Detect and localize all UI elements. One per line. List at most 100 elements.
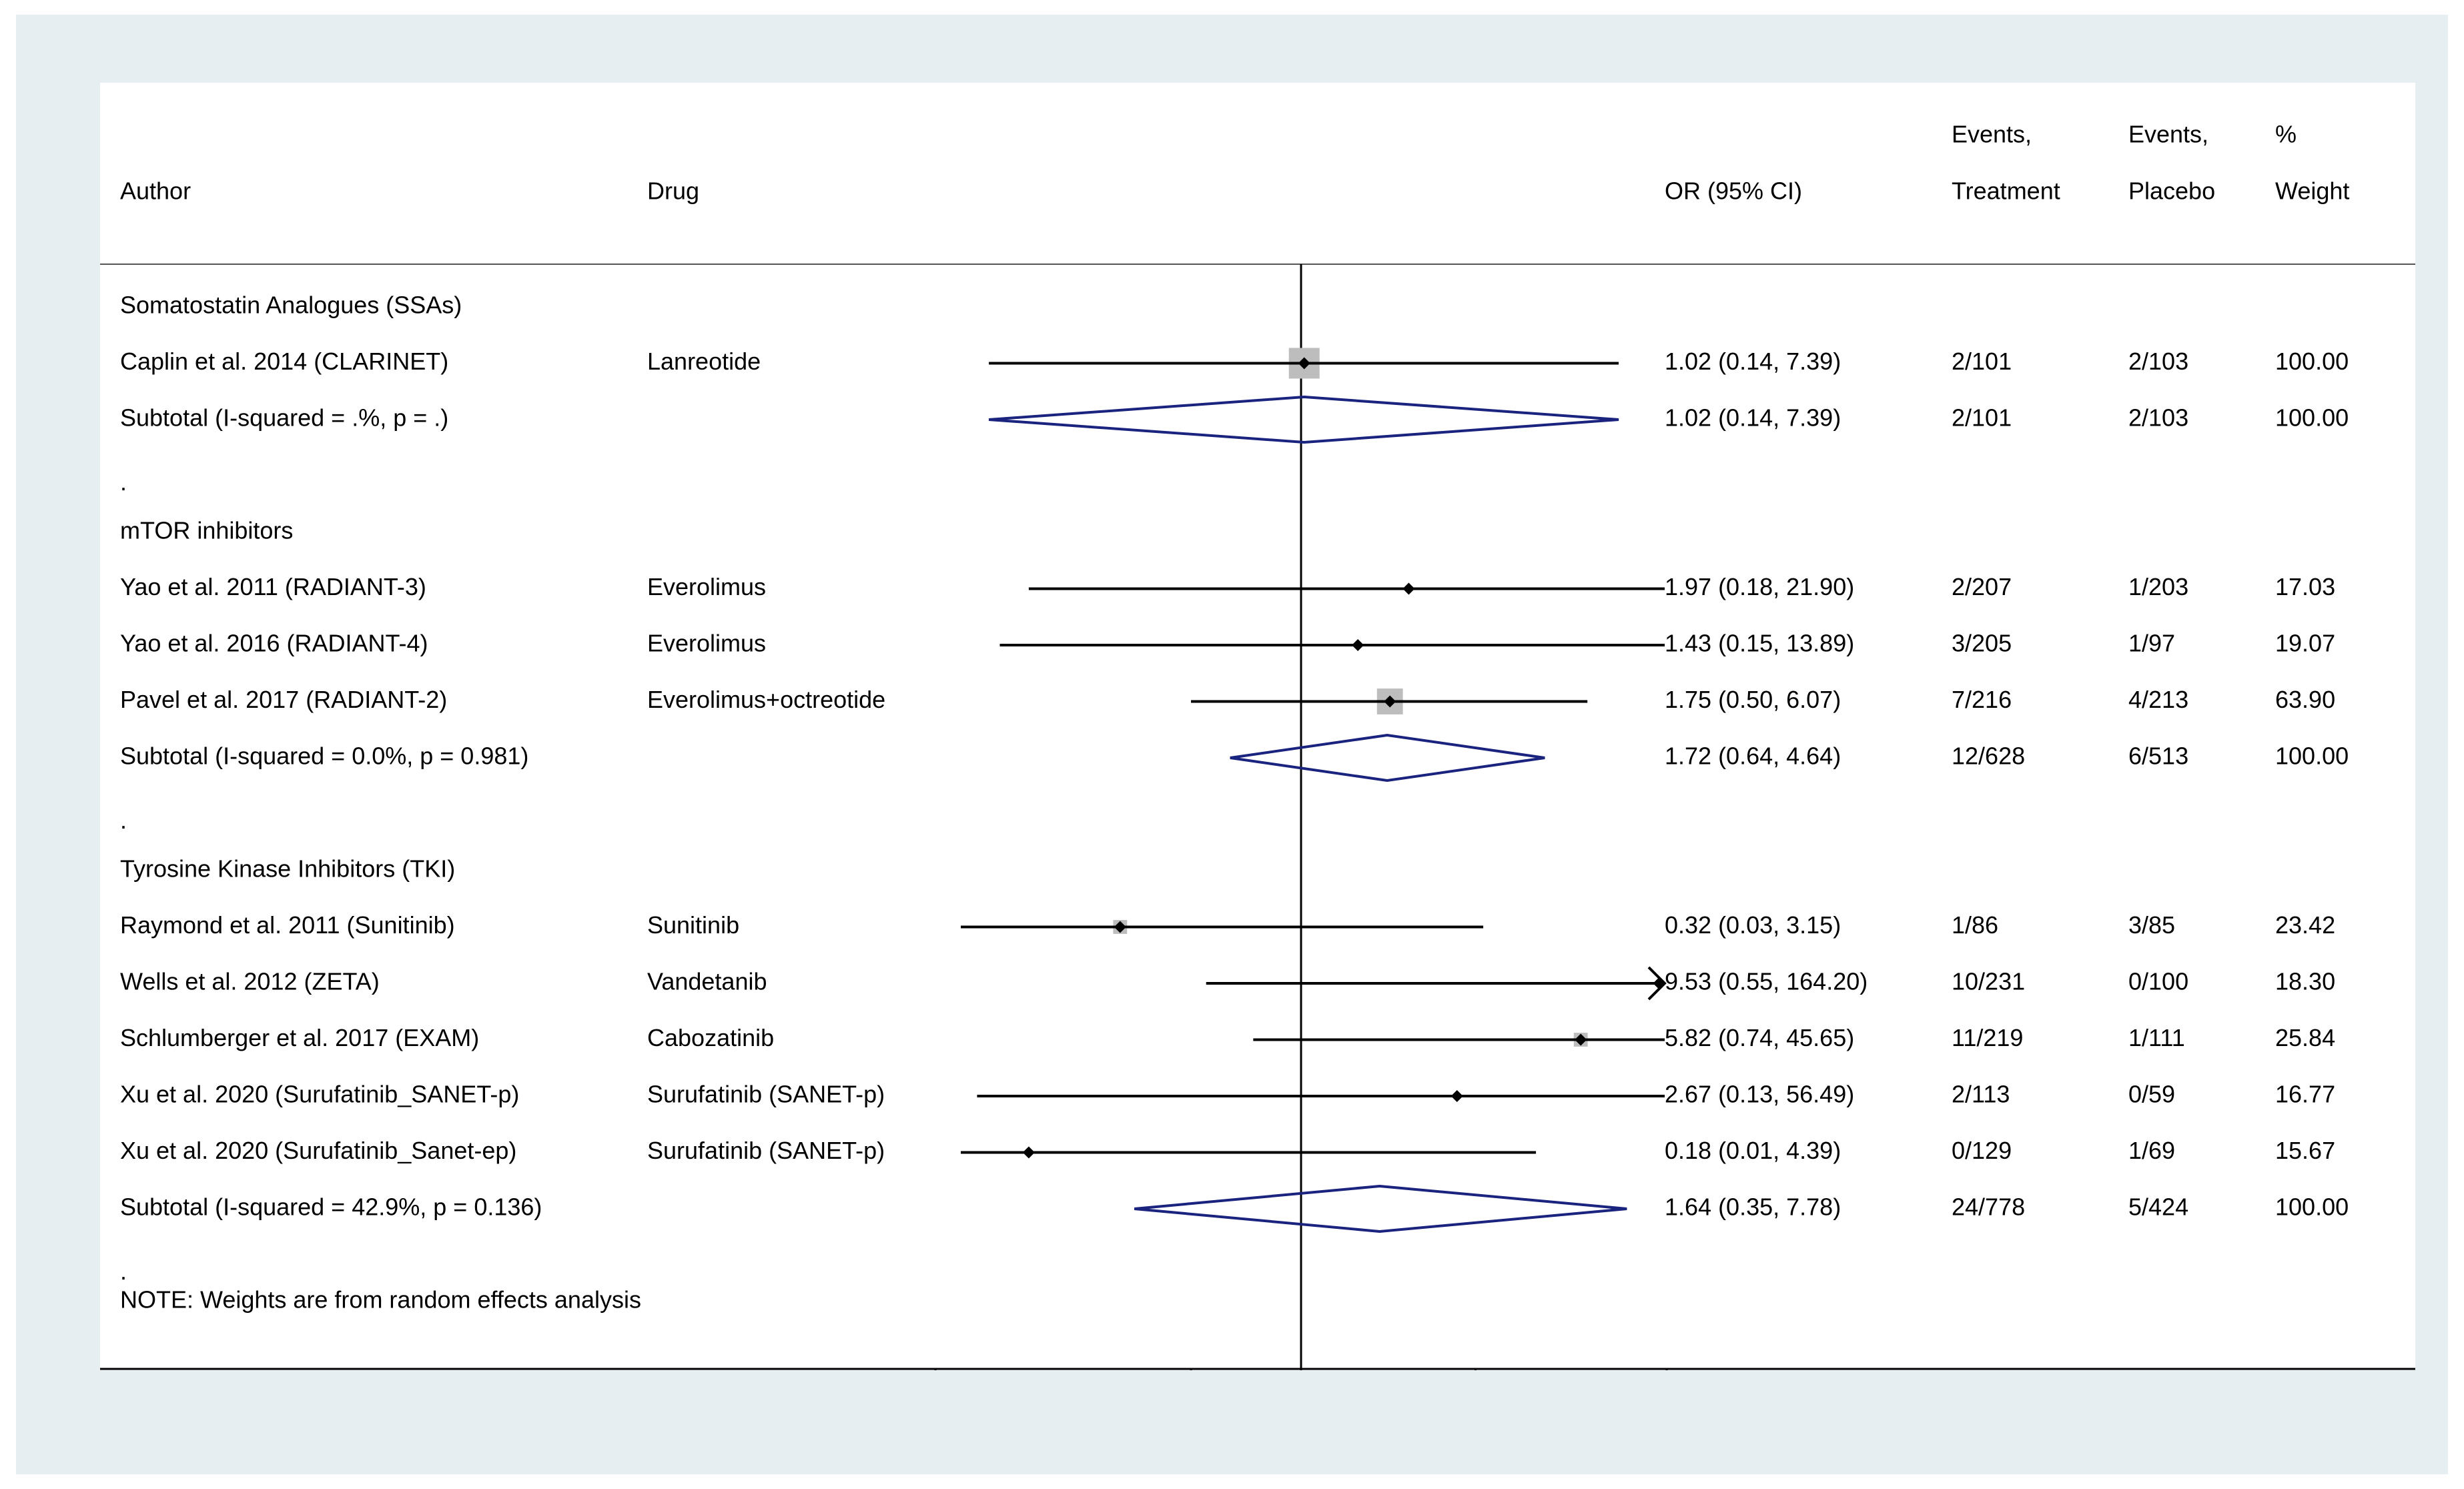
or-ci-text: 1.43 (0.15, 13.89): [1665, 630, 1854, 657]
events-placebo: 4/213: [2128, 686, 2188, 713]
group-label: mTOR inhibitors: [120, 517, 293, 544]
weight-percent: 23.42: [2275, 911, 2335, 939]
or-ci-text: 9.53 (0.55, 164.20): [1665, 968, 1868, 995]
study-author: Yao et al. 2016 (RADIANT-4): [120, 630, 428, 657]
events-placebo: 5/424: [2128, 1193, 2188, 1221]
or-ci-text: 1.64 (0.35, 7.78): [1665, 1193, 1841, 1221]
events-treatment: 1/86: [1952, 911, 1998, 939]
study-drug: Surufatinib (SANET-p): [647, 1137, 885, 1164]
events-placebo: 1/203: [2128, 573, 2188, 600]
group-label: Tyrosine Kinase Inhibitors (TKI): [120, 855, 455, 883]
subtotal-label: Subtotal (I-squared = .%, p = .): [120, 404, 448, 432]
weight-percent: 17.03: [2275, 573, 2335, 600]
subtotal-diamond: [988, 395, 1619, 444]
point-estimate: [1384, 695, 1396, 708]
or-ci-text: 1.97 (0.18, 21.90): [1665, 573, 1854, 600]
point-estimate: [1402, 582, 1415, 595]
events-treatment: 3/205: [1952, 630, 2012, 657]
point-estimate: [1451, 1090, 1463, 1102]
events-treatment: 2/101: [1952, 348, 2012, 375]
subtotal-diamond: [1230, 733, 1545, 783]
events-treatment: 11/219: [1952, 1024, 2023, 1051]
study-drug: Cabozatinib: [647, 1024, 774, 1051]
group-spacer: .: [120, 807, 127, 834]
group-label: Somatostatin Analogues (SSAs): [120, 292, 462, 319]
point-estimate: [1352, 639, 1364, 651]
study-drug: Everolimus: [647, 630, 766, 657]
events-treatment: 2/113: [1952, 1081, 2010, 1108]
subtotal-label: Subtotal (I-squared = 0.0%, p = 0.981): [120, 742, 528, 770]
or-ci-text: 0.32 (0.03, 3.15): [1665, 911, 1841, 939]
events-placebo: 3/85: [2128, 911, 2175, 939]
weight-percent: 19.07: [2275, 630, 2335, 657]
header-events-placebo-2: Placebo: [2128, 177, 2215, 205]
events-placebo: 1/97: [2128, 630, 2175, 657]
events-placebo: 1/69: [2128, 1137, 2175, 1164]
events-treatment: 7/216: [1952, 686, 2012, 713]
events-treatment: 10/231: [1952, 968, 2025, 995]
events-placebo: 1/111: [2128, 1024, 2185, 1051]
or-ci-text: 5.82 (0.74, 45.65): [1665, 1024, 1854, 1051]
or-ci-text: 1.02 (0.14, 7.39): [1665, 348, 1841, 375]
events-placebo: 0/59: [2128, 1081, 2175, 1108]
study-drug: Vandetanib: [647, 968, 767, 995]
or-ci-text: 1.75 (0.50, 6.07): [1665, 686, 1841, 713]
header-weight-2: Weight: [2275, 177, 2349, 205]
study-author: Pavel et al. 2017 (RADIANT-2): [120, 686, 447, 713]
events-placebo: 2/103: [2128, 348, 2188, 375]
header-events-placebo-1: Events,: [2128, 121, 2208, 148]
events-treatment: 24/778: [1952, 1193, 2025, 1221]
header-drug: Drug: [647, 177, 699, 205]
events-treatment: 2/101: [1952, 404, 2012, 432]
point-estimate: [1575, 1033, 1587, 1046]
header-or: OR (95% CI): [1665, 177, 1802, 205]
weight-percent: 15.67: [2275, 1137, 2335, 1164]
forest-plot: Author Drug OR (95% CI) Events, Treatment Eve…: [100, 121, 2415, 1370]
events-treatment: 0/129: [1952, 1137, 2012, 1164]
events-treatment: 2/207: [1952, 573, 2012, 600]
study-drug: Lanreotide: [647, 348, 761, 375]
subtotal-diamond: [1134, 1184, 1627, 1233]
study-author: Yao et al. 2011 (RADIANT-3): [120, 573, 426, 600]
weight-percent: 100.00: [2275, 404, 2349, 432]
subtotal-label: Subtotal (I-squared = 42.9%, p = 0.136): [120, 1193, 542, 1221]
weight-percent: 100.00: [2275, 742, 2349, 770]
events-placebo: 6/513: [2128, 742, 2188, 770]
study-drug: Sunitinib: [647, 911, 739, 939]
header-author: Author: [120, 177, 191, 205]
figure-frame: Author Drug OR (95% CI) Events, Treatment Eve…: [16, 15, 2448, 1474]
header-weight-1: %: [2275, 121, 2297, 148]
plot-panel: Author Drug OR (95% CI) Events, Treatment Eve…: [100, 83, 2415, 1370]
header-events-treatment-2: Treatment: [1952, 177, 2060, 205]
weight-percent: 18.30: [2275, 968, 2335, 995]
point-estimate: [1022, 1146, 1035, 1159]
or-ci-text: 2.67 (0.13, 56.49): [1665, 1081, 1854, 1108]
study-author: Raymond et al. 2011 (Sunitinib): [120, 911, 455, 939]
study-author: Wells et al. 2012 (ZETA): [120, 968, 380, 995]
group-spacer: .: [120, 1258, 127, 1285]
events-placebo: 0/100: [2128, 968, 2188, 995]
study-author: Xu et al. 2020 (Surufatinib_SANET-p): [120, 1081, 519, 1108]
events-placebo: 2/103: [2128, 404, 2188, 432]
study-drug: Surufatinib (SANET-p): [647, 1081, 885, 1108]
point-estimate: [1653, 977, 1665, 989]
weight-percent: 16.77: [2275, 1081, 2335, 1108]
header-events-treatment-1: Events,: [1952, 121, 2032, 148]
weight-percent: 100.00: [2275, 348, 2349, 375]
point-estimate: [1298, 357, 1310, 370]
or-ci-text: 1.72 (0.64, 4.64): [1665, 742, 1841, 770]
study-drug: Everolimus+octreotide: [647, 686, 885, 713]
footnote: NOTE: Weights are from random effects an…: [120, 1286, 641, 1314]
point-estimate: [1114, 921, 1126, 933]
study-author: Caplin et al. 2014 (CLARINET): [120, 348, 448, 375]
study-drug: Everolimus: [647, 573, 766, 600]
study-author: Schlumberger et al. 2017 (EXAM): [120, 1024, 479, 1051]
study-author: Xu et al. 2020 (Surufatinib_Sanet-ep): [120, 1137, 516, 1164]
weight-percent: 63.90: [2275, 686, 2335, 713]
or-ci-text: 0.18 (0.01, 4.39): [1665, 1137, 1841, 1164]
weight-percent: 25.84: [2275, 1024, 2335, 1051]
group-spacer: .: [120, 468, 127, 496]
or-ci-text: 1.02 (0.14, 7.39): [1665, 404, 1841, 432]
weight-percent: 100.00: [2275, 1193, 2349, 1221]
events-treatment: 12/628: [1952, 742, 2025, 770]
